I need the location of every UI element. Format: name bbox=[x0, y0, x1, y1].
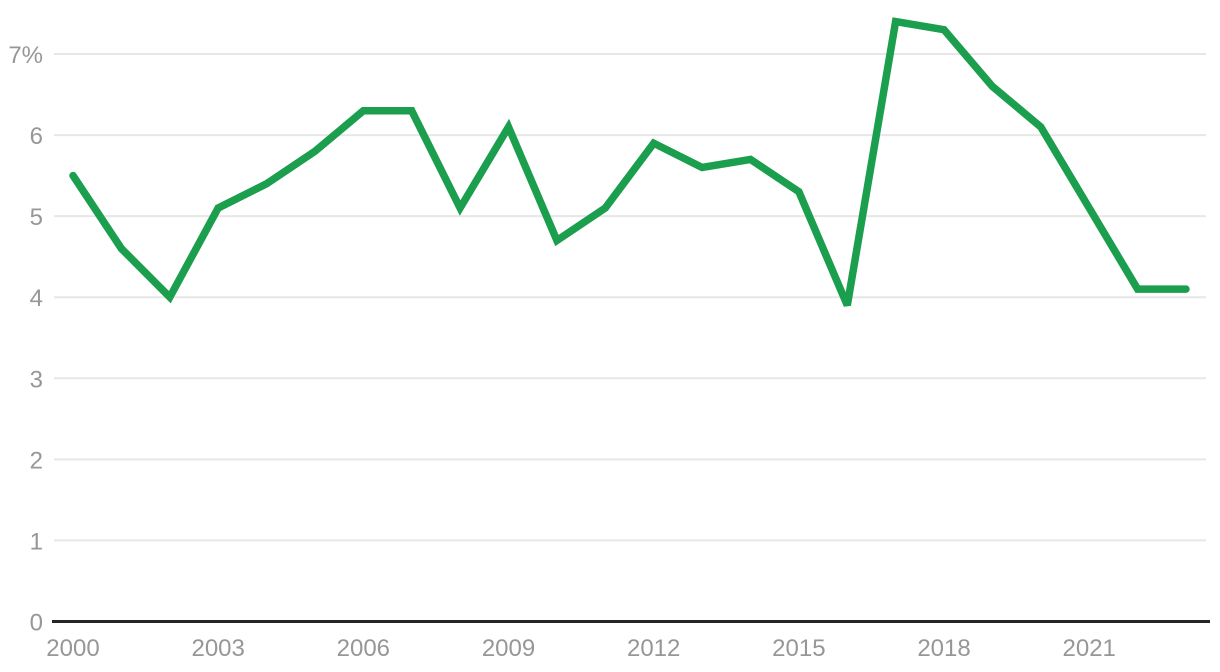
y-axis-tick-label: 4 bbox=[30, 285, 43, 312]
y-axis-tick-label: 5 bbox=[30, 204, 43, 231]
y-axis-tick-label: 3 bbox=[30, 366, 43, 393]
y-axis-tick-label: 0 bbox=[30, 610, 43, 637]
x-axis-tick-label: 2021 bbox=[1063, 635, 1116, 662]
y-axis-tick-label: 6 bbox=[30, 123, 43, 150]
x-axis-tick-label: 2006 bbox=[337, 635, 390, 662]
y-axis-tick-label: 7% bbox=[8, 42, 43, 69]
y-axis-tick-label: 1 bbox=[30, 528, 43, 555]
gridlines-layer bbox=[54, 53, 1206, 542]
x-axis: 2000 2003 2006 2009 2012 2015 2018 2021 bbox=[46, 620, 1210, 662]
x-axis-tick-label: 2000 bbox=[46, 635, 99, 662]
data-line-series bbox=[69, 17, 1190, 307]
x-axis-tick-label: 2003 bbox=[191, 635, 244, 662]
x-axis-tick-label: 2012 bbox=[627, 635, 680, 662]
y-axis-tick-label: 2 bbox=[30, 447, 43, 474]
x-axis-tick-label: 2015 bbox=[772, 635, 825, 662]
x-axis-tick-label: 2009 bbox=[482, 635, 535, 662]
y-axis-labels: 0 1 2 3 4 5 6 7% bbox=[8, 42, 43, 636]
data-series-layer bbox=[69, 17, 1190, 307]
x-axis-tick-label: 2018 bbox=[917, 635, 970, 662]
